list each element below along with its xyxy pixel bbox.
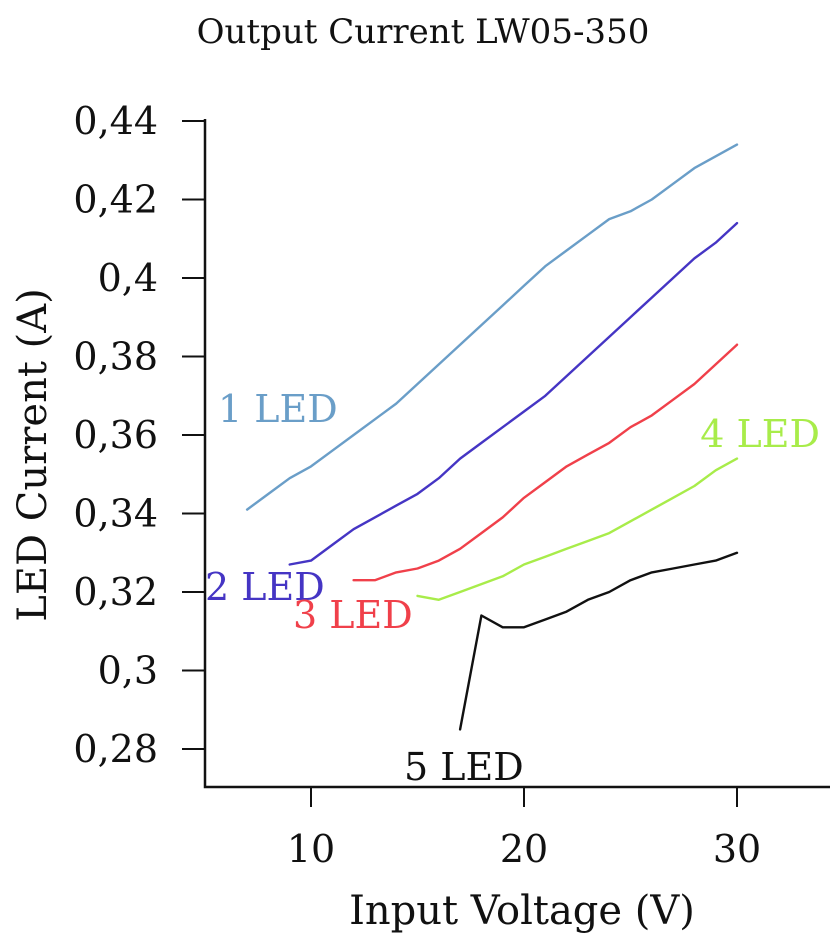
axis-frame (203, 119, 830, 789)
y-tick-label: 0,28 (73, 727, 158, 771)
x-tick-label: 20 (500, 827, 548, 871)
x-tick-label: 30 (713, 827, 761, 871)
series-label-2: 2 LED (205, 565, 325, 609)
y-axis-ticks: 0,28 0,3 0,32 0,34 0,36 0,38 0,4 0,42 0,44 (73, 99, 205, 771)
series-label-4: 4 LED (700, 412, 820, 456)
y-tick-label: 0,32 (73, 570, 158, 614)
y-tick-label: 0,44 (73, 99, 158, 143)
y-tick-label: 0,4 (98, 256, 158, 300)
series-line-5 (458, 551, 739, 731)
series-line-1 (245, 143, 739, 511)
series-label-1: 1 LED (218, 387, 338, 431)
x-tick-label: 10 (287, 827, 335, 871)
y-axis-label: LED Current (A) (10, 288, 56, 621)
chart-title: Output Current LW05-350 (197, 12, 650, 52)
series-line-3 (352, 343, 739, 582)
series-label-3: 3 LED (293, 593, 413, 637)
y-tick-label: 0,38 (73, 335, 158, 379)
y-tick-label: 0,34 (73, 492, 158, 536)
x-axis-label: Input Voltage (V) (349, 888, 695, 934)
series-label-5: 5 LED (404, 745, 524, 789)
y-tick-label: 0,42 (73, 178, 158, 222)
series-group (245, 143, 739, 731)
x-axis-ticks: 10 20 30 (287, 787, 761, 871)
y-tick-label: 0,36 (73, 413, 158, 457)
series-line-2 (288, 221, 739, 566)
y-tick-label: 0,3 (98, 649, 158, 693)
series-line-4 (416, 457, 739, 601)
